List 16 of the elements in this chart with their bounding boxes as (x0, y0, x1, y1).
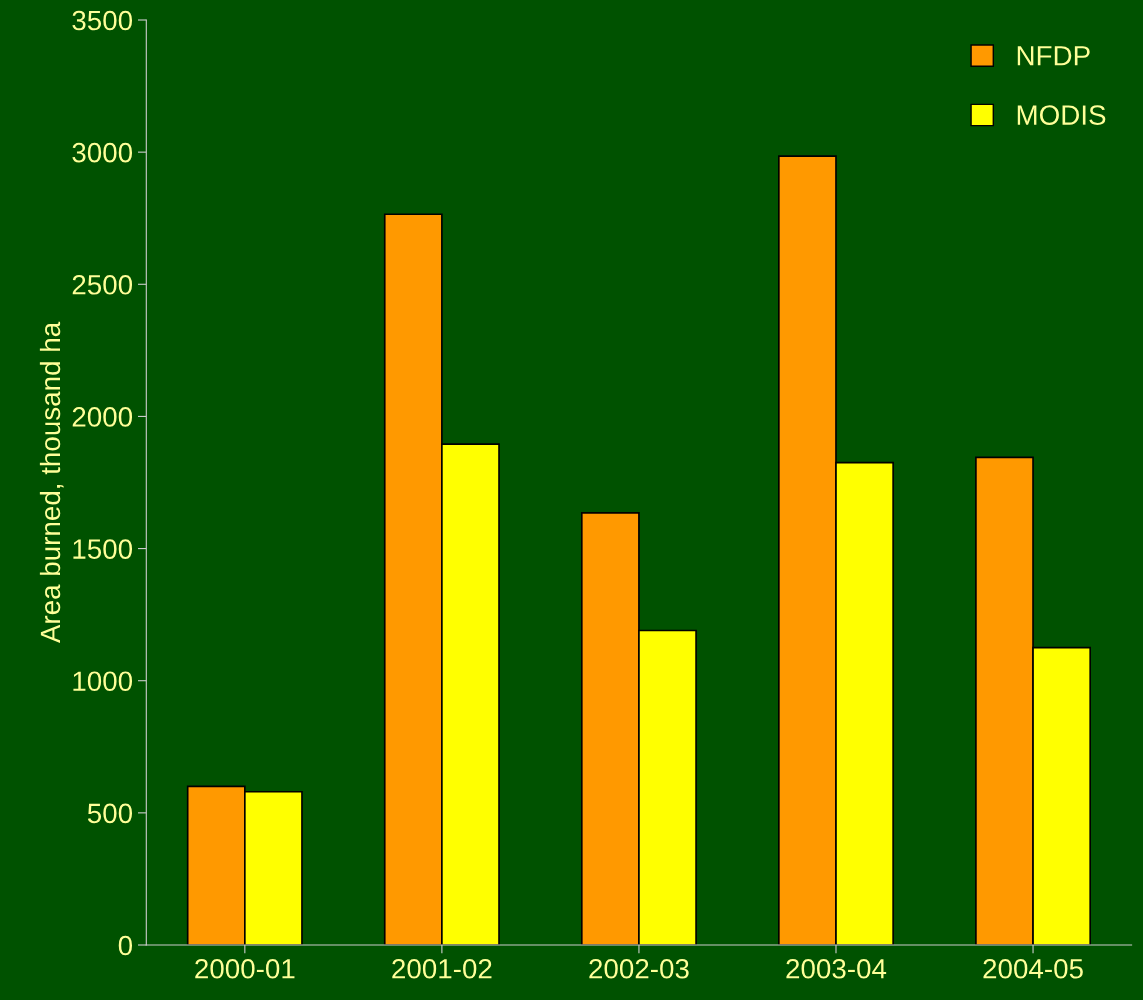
y-tick-label: 3500 (72, 10, 133, 31)
y-axis-title: Area burned, thousand ha (39, 321, 64, 644)
y-tick-label: 500 (87, 803, 133, 824)
y-tick-label: 1500 (73, 539, 133, 559)
y-tick-label: 2000 (72, 407, 133, 427)
y-tick-label: 2500 (72, 274, 133, 295)
y-tick-label: 0 (118, 935, 133, 956)
x-tick-label: 2003-04 (786, 958, 887, 979)
legend-label: NFDP (1017, 46, 1090, 66)
x-tick-label: 2002-03 (589, 958, 689, 979)
x-tick-label: 2001-02 (392, 958, 492, 979)
y-tick-label: 3000 (72, 142, 133, 163)
x-tick-label: 2000-01 (195, 958, 295, 979)
x-tick-label: 2004-05 (983, 958, 1083, 979)
y-tick-label: 1000 (73, 671, 133, 692)
legend-label: MODIS (1017, 105, 1106, 125)
